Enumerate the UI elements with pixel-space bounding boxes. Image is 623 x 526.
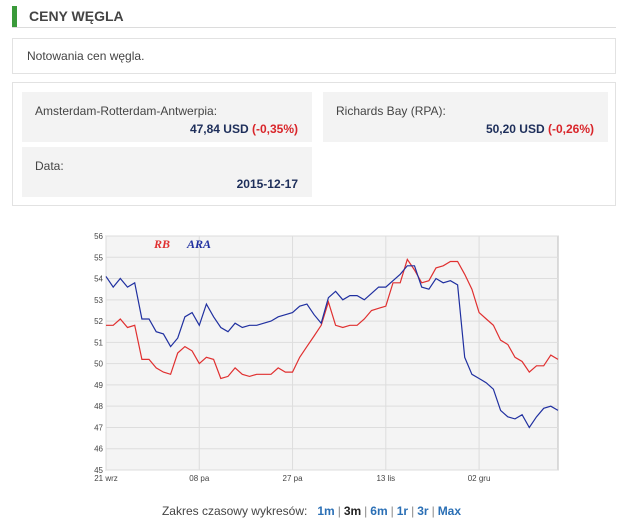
y-tick-label: 46	[94, 445, 103, 454]
quote-label-rb: Richards Bay (RPA):	[336, 104, 446, 118]
range-separator: |	[411, 504, 415, 518]
quote-change-rb: (-0,26%)	[547, 122, 594, 136]
y-tick-label: 45	[94, 466, 103, 475]
range-option-3r[interactable]: 3r	[417, 504, 429, 518]
quote-price-rb: 50,20 USD	[485, 122, 545, 136]
x-tick-label: 21 wrz	[94, 474, 118, 483]
quote-price-ara: 47,84 USD	[189, 122, 249, 136]
quote-card-ara: Amsterdam-Rotterdam-Antwerpia: 47,84 USD…	[22, 92, 312, 142]
coal-price-chart: 45 46 47 48 49 50 51 52 53 54 55 56 21 wrz 08 pa 27 pa…	[80, 228, 566, 488]
range-separator: |	[364, 504, 368, 518]
x-tick-label: 27 pa	[283, 474, 304, 483]
quote-card-rb: Richards Bay (RPA): 50,20 USD (-0,26%)	[323, 92, 608, 142]
range-separator: |	[390, 504, 394, 518]
range-option-1r[interactable]: 1r	[396, 504, 409, 518]
x-tick-label: 02 gru	[468, 474, 491, 483]
legend-ara: ARA	[186, 237, 211, 251]
y-tick-label: 49	[94, 381, 103, 390]
range-option-6m[interactable]: 6m	[370, 504, 388, 518]
quote-change-ara: (-0,35%)	[251, 122, 298, 136]
y-tick-label: 55	[94, 253, 103, 262]
section-header: CENY WĘGLA	[12, 6, 616, 28]
quote-label-ara: Amsterdam-Rotterdam-Antwerpia:	[35, 104, 218, 118]
quote-label-date: Data:	[35, 159, 64, 173]
range-separator: |	[431, 504, 435, 518]
y-tick-label: 54	[94, 275, 103, 284]
range-selector: Zakres czasowy wykresów: 1m | 3m | 6m | 1r | 3r |…	[0, 504, 623, 518]
legend-rb: RB	[153, 237, 170, 251]
y-tick-label: 48	[94, 402, 103, 411]
quote-card-date: Data: 2015-12-17	[22, 147, 312, 197]
description-text: Notowania cen węgla.	[27, 49, 145, 63]
y-tick-label: 56	[94, 232, 103, 241]
quote-value-date: 2015-12-17	[236, 177, 298, 191]
range-option-Max[interactable]: Max	[437, 504, 462, 518]
y-tick-label: 47	[94, 423, 103, 432]
series-line-rb	[106, 258, 559, 380]
header-accent-bar	[12, 6, 17, 27]
x-tick-label: 08 pa	[189, 474, 210, 483]
plot-area	[105, 235, 559, 471]
quote-value-rb: 50,20 USD (-0,26%)	[486, 122, 594, 136]
quote-value-ara: 47,84 USD (-0,35%)	[190, 122, 298, 136]
y-tick-label: 51	[94, 338, 103, 347]
x-tick-label: 13 lis	[376, 474, 395, 483]
range-separator: |	[337, 504, 341, 518]
range-option-1m[interactable]: 1m	[317, 504, 335, 518]
y-tick-label: 53	[94, 296, 103, 305]
range-options: 1m | 3m | 6m | 1r | 3r | Max	[311, 504, 461, 518]
chart-svg: 45 46 47 48 49 50 51 52 53 54 55 56 21 wrz 08 pa 27 pa…	[94, 232, 559, 483]
range-label: Zakres czasowy wykresów:	[161, 504, 308, 518]
y-tick-label: 50	[94, 360, 103, 369]
description-box: Notowania cen węgla.	[12, 38, 616, 74]
y-tick-label: 52	[94, 317, 103, 326]
series-line-ara	[105, 265, 559, 429]
quotes-box: Amsterdam-Rotterdam-Antwerpia: 47,84 USD…	[12, 82, 616, 206]
range-option-3m[interactable]: 3m	[343, 504, 362, 518]
section-title: CENY WĘGLA	[29, 8, 124, 24]
